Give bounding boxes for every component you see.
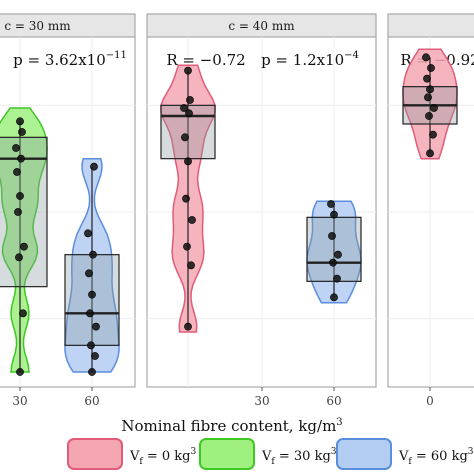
data-point — [188, 216, 196, 224]
data-point — [423, 74, 431, 83]
data-point — [184, 66, 192, 75]
group-60 — [306, 200, 362, 304]
box — [0, 136, 48, 288]
data-point — [90, 162, 98, 171]
data-point — [86, 309, 94, 318]
data-point — [330, 210, 338, 219]
svg-text:Nominal fibre content, kg/m3: Nominal fibre content, kg/m3 — [121, 417, 342, 435]
x-tick-label: 0 — [426, 394, 434, 408]
data-point — [187, 261, 195, 270]
data-point — [184, 157, 192, 166]
data-point — [84, 229, 92, 238]
data-point — [14, 208, 22, 216]
data-point — [88, 290, 96, 299]
data-point — [13, 168, 21, 176]
data-point — [89, 250, 97, 259]
legend-swatch — [336, 438, 392, 470]
group-30 — [0, 107, 48, 376]
data-point — [422, 53, 430, 62]
box — [306, 216, 362, 282]
legend-label: Vf = 0 kg3 — [129, 447, 197, 467]
group-0 — [160, 64, 216, 333]
data-point — [426, 85, 434, 94]
data-point — [184, 322, 192, 331]
data-point — [333, 274, 341, 283]
data-point — [329, 258, 337, 267]
data-point — [181, 133, 189, 142]
box — [64, 254, 120, 346]
data-point — [424, 93, 432, 102]
group-60 — [64, 157, 120, 376]
legend-item-30: Vf = 30 kg3 — [199, 438, 337, 470]
data-point — [88, 368, 96, 376]
panel-1: c = 30 mm p = 3.62x10−11 30 60 — [0, 13, 136, 408]
data-point — [17, 154, 25, 163]
data-point — [18, 128, 26, 136]
data-point — [87, 341, 95, 350]
stat-label: R = −0.72 — [166, 51, 245, 69]
panels: c = 30 mm p = 3.62x10−11 30 60 c = 40 mm R = … — [0, 13, 474, 408]
legend: Vf = 0 kg3 Vf = 30 kg3 Vf = 60 kg3 — [67, 438, 474, 470]
x-axis-title-text: Nominal fibre content, kg/m — [121, 417, 336, 435]
data-point — [12, 144, 20, 152]
strip — [387, 13, 474, 38]
legend-label: Vf = 60 kg3 — [398, 447, 474, 467]
data-point — [328, 232, 336, 240]
legend-item-0: Vf = 0 kg3 — [67, 438, 197, 470]
data-point — [327, 200, 335, 208]
data-point — [85, 269, 93, 278]
x-axis-title-sup: 3 — [336, 417, 342, 428]
data-point — [186, 96, 194, 104]
data-point — [183, 242, 191, 251]
group-0 — [402, 48, 458, 160]
data-point — [16, 117, 24, 126]
data-point — [20, 242, 28, 251]
panel-2: c = 40 mm R = −0.72 p = 1.2x10−4 30 60 — [146, 13, 377, 408]
data-point — [16, 192, 24, 200]
data-point — [425, 112, 433, 120]
x-tick-label: 60 — [326, 394, 341, 408]
stat-label: p = 1.2x10−4 — [261, 50, 359, 69]
panel-3: R = −0.920 — [387, 13, 474, 408]
x-tick-label: 30 — [12, 394, 27, 408]
data-point — [92, 322, 100, 331]
data-point — [429, 130, 437, 139]
data-point — [427, 64, 435, 72]
x-tick-label: 30 — [254, 394, 269, 408]
data-point — [180, 104, 188, 112]
violin — [0, 107, 48, 373]
legend-swatch — [199, 438, 255, 470]
legend-item-60: Vf = 60 kg3 — [336, 438, 474, 470]
legend-swatch — [67, 438, 123, 470]
data-point — [426, 149, 434, 158]
legend-label: Vf = 30 kg3 — [261, 447, 337, 467]
data-point — [19, 309, 27, 318]
data-point — [334, 250, 342, 259]
stat-label: p = 3.62x10−11 — [13, 50, 127, 69]
data-point — [330, 293, 338, 302]
strip-label: c = 30 mm — [4, 19, 71, 33]
data-point — [185, 109, 193, 118]
strip-label: c = 40 mm — [228, 19, 295, 33]
data-point — [15, 253, 23, 262]
data-point — [91, 352, 99, 360]
data-point — [430, 104, 438, 112]
x-tick-label: 60 — [84, 394, 99, 408]
x-axis-title: Nominal fibre content, kg/m3 — [121, 417, 342, 435]
data-point — [182, 194, 190, 203]
data-point — [16, 368, 24, 376]
